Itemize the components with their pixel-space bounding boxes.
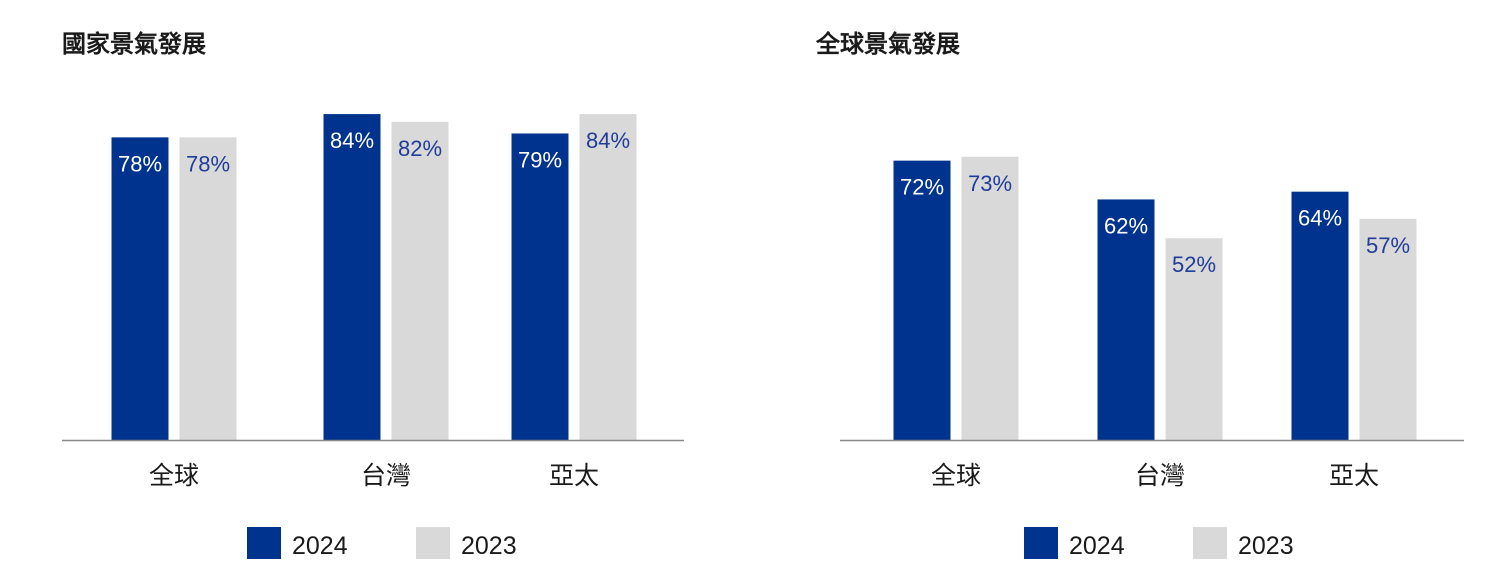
category-label: 台灣 xyxy=(361,461,411,490)
bar-2024-1 xyxy=(1097,199,1155,440)
bar-2023-2 xyxy=(579,114,637,440)
legend-swatch-2023 xyxy=(1193,527,1227,559)
data-label: 82% xyxy=(398,136,442,161)
category-label: 全球 xyxy=(149,461,199,490)
bar-2024-1 xyxy=(323,114,381,440)
category-label: 亞太 xyxy=(549,461,599,490)
chart-title: 全球景氣發展 xyxy=(815,30,960,58)
legend-label-2024: 2024 xyxy=(1069,532,1125,560)
legend-swatch-2024 xyxy=(1024,527,1058,559)
data-label: 79% xyxy=(518,147,562,172)
category-label: 全球 xyxy=(931,461,981,490)
legend-swatch-2023 xyxy=(416,527,450,559)
data-label: 64% xyxy=(1298,206,1342,231)
data-label: 78% xyxy=(186,151,230,176)
chart-global: 全球景氣發展 72% 73% 全球 62% 52% 台灣 64% 57% 亞太 2024 2023 xyxy=(815,30,1464,560)
data-label: 78% xyxy=(118,151,162,176)
bar-2024-0 xyxy=(111,137,169,441)
legend-label-2023: 2023 xyxy=(461,532,517,560)
data-label: 73% xyxy=(968,171,1012,196)
legend-swatch-2024 xyxy=(247,527,281,559)
data-label: 57% xyxy=(1366,233,1410,258)
category-label: 亞太 xyxy=(1329,461,1379,490)
data-label: 52% xyxy=(1172,252,1216,277)
data-label: 84% xyxy=(586,128,630,153)
bar-2023-0 xyxy=(179,137,237,441)
bar-2024-0 xyxy=(893,160,951,440)
chart-national: 國家景氣發展 78% 78% 全球 84% 82% 台灣 79% 84% 亞太 2024 2023 xyxy=(62,30,684,560)
chart-title: 國家景氣發展 xyxy=(62,30,206,58)
data-label: 72% xyxy=(900,175,944,200)
bar-2024-2 xyxy=(1291,191,1349,440)
bar-2023-1 xyxy=(1165,238,1223,440)
legend-label-2024: 2024 xyxy=(292,532,348,560)
bar-2023-1 xyxy=(391,121,449,440)
category-label: 台灣 xyxy=(1135,461,1185,490)
data-label: 62% xyxy=(1104,213,1148,238)
bar-2023-2 xyxy=(1359,218,1417,440)
legend-label-2023: 2023 xyxy=(1238,532,1294,560)
bar-2024-2 xyxy=(511,133,569,441)
bar-2023-0 xyxy=(961,156,1019,440)
data-label: 84% xyxy=(330,128,374,153)
